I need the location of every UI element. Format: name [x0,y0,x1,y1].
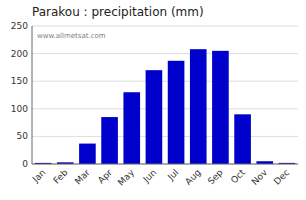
x-tick-label: Apr [96,167,114,185]
x-tick-label: Jul [165,167,180,182]
y-tick-label: 200 [11,49,28,59]
x-axis-line [32,164,298,165]
bar [146,70,163,164]
x-tick-label: Mar [73,167,92,186]
title: Parakou : precipitation (mm) [32,5,204,19]
grid-line [32,136,298,137]
bar [168,61,185,164]
grid-line [32,108,298,109]
x-tick-label: Jan [30,167,48,185]
watermark: www.allmetsat.com [37,32,106,40]
bar [79,144,96,164]
y-tick-label: 250 [11,21,28,31]
grid-line [32,26,298,27]
bar [101,117,118,164]
grid-line [32,53,298,54]
x-tick-label: Oct [229,167,247,185]
bars [35,49,295,164]
y-tick-label: 50 [17,131,29,141]
x-tick-label: Feb [51,167,70,186]
grid-line [32,81,298,82]
x-tick-label: Jun [141,167,159,185]
x-tick-label: Aug [183,167,203,187]
x-tick-label: Sep [206,167,225,186]
y-tick-label: 0 [22,159,28,169]
x-tick-label: Nov [250,167,270,187]
bar [212,51,229,164]
y-axis-line [32,26,33,164]
grid-line [32,164,298,165]
chart-container: 0 50 100 150 200 250 JanFebMarAprMayJun JulAugS… [0,0,306,200]
bar [123,92,140,164]
chart-svg: 0 50 100 150 200 250 JanFebMarAprMayJun JulAugS… [0,0,306,200]
y-tick-label: 150 [11,76,28,86]
x-tick-label: May [116,167,137,188]
x-tick-label: Dec [272,167,291,186]
bar [190,49,207,164]
bar [234,114,251,164]
y-tick-label: 100 [11,104,28,114]
grid [32,26,298,164]
